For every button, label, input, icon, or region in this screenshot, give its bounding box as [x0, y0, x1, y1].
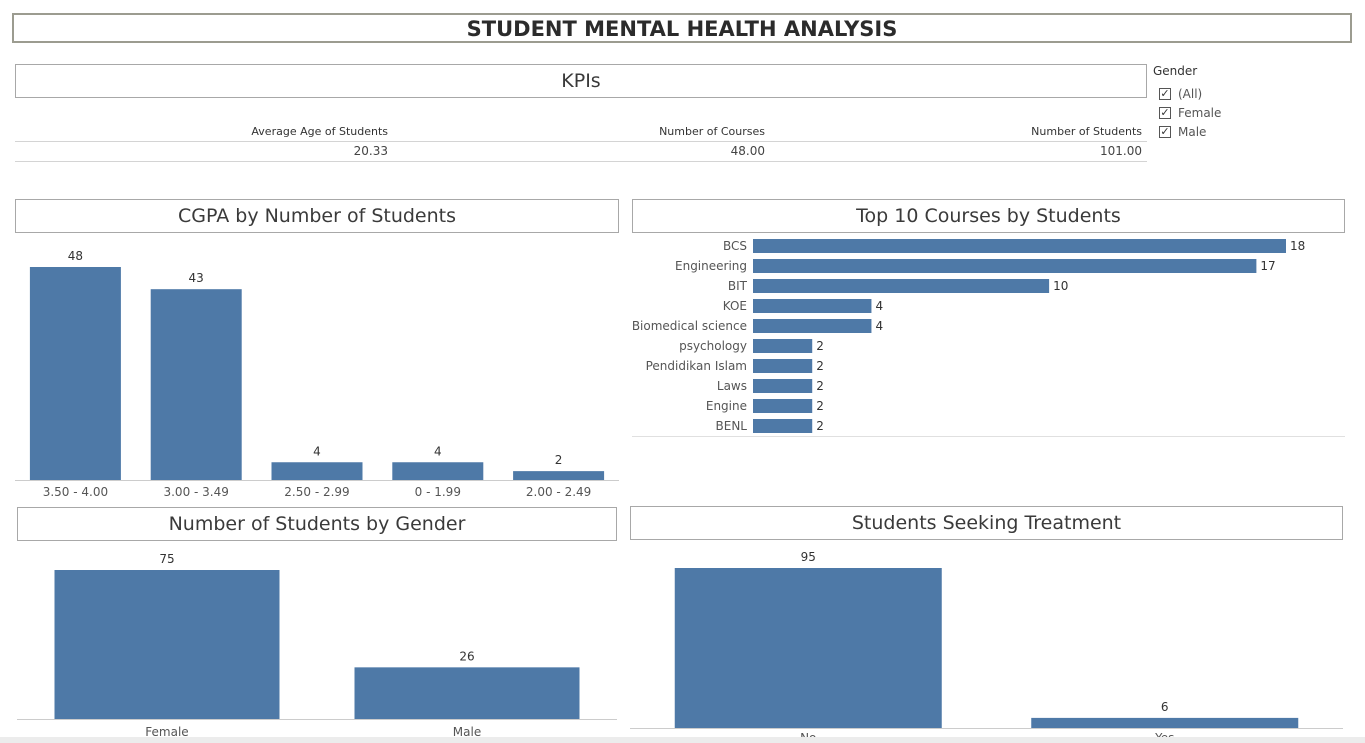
kpi-value-students: 101.00 — [1100, 144, 1142, 158]
category-tick-label: 3.50 - 4.00 — [43, 485, 108, 499]
kpi-label-courses: Number of Courses — [659, 125, 765, 138]
filter-option-label: Male — [1178, 124, 1207, 139]
gender-chart: 75 Female 26 Male — [17, 552, 617, 739]
check-icon[interactable]: ✓ — [1159, 86, 1171, 100]
category-tick-label: 2.50 - 2.99 — [284, 485, 349, 499]
data-label: 18 — [1290, 239, 1305, 253]
category-tick-label: BCS — [723, 239, 747, 253]
bar — [753, 299, 872, 313]
category-tick-label: BIT — [728, 279, 748, 293]
bar — [753, 399, 813, 413]
category-tick-label: KOE — [723, 299, 747, 313]
bar — [150, 289, 242, 480]
filter-option-label: (All) — [1178, 86, 1203, 101]
bar — [753, 359, 813, 373]
bar — [753, 279, 1050, 293]
data-label: 17 — [1260, 259, 1275, 273]
filter-option-male[interactable]: ✓ Male — [1159, 122, 1263, 141]
filter-option-all[interactable]: ✓ (All) — [1159, 84, 1263, 103]
data-label: 2 — [816, 419, 824, 433]
category-tick-label: Pendidikan Islam — [646, 359, 747, 373]
dashboard-title: STUDENT MENTAL HEALTH ANALYSIS — [12, 13, 1352, 43]
kpi-value-avg-age: 20.33 — [353, 144, 388, 158]
bar — [674, 568, 942, 728]
category-tick-label: 2.00 - 2.49 — [526, 485, 591, 499]
bar — [753, 319, 872, 333]
courses-chart: BCS 18 Engineering 17 BIT 10 KOE 4 Biomedical sc… — [632, 239, 1345, 437]
courses-chart-title: Top 10 Courses by Students — [632, 199, 1345, 233]
bar — [513, 471, 605, 480]
bar — [753, 259, 1257, 273]
kpi-label-avg-age: Average Age of Students — [251, 125, 388, 138]
data-label: 75 — [159, 552, 174, 566]
gender-filter-title: Gender — [1153, 64, 1198, 78]
cgpa-chart-title: CGPA by Number of Students — [15, 199, 619, 233]
category-tick-label: psychology — [679, 339, 747, 353]
bar — [271, 462, 363, 480]
category-tick-label: 0 - 1.99 — [415, 485, 461, 499]
data-label: 2 — [816, 399, 824, 413]
category-tick-label: Laws — [717, 379, 747, 393]
bar — [1031, 717, 1299, 728]
bottom-scroll-strip — [0, 737, 1365, 743]
category-tick-label: Male — [453, 725, 481, 739]
kpi-value-courses: 48.00 — [730, 144, 765, 158]
bar — [753, 379, 813, 393]
data-label: 4 — [313, 444, 321, 458]
cgpa-chart: 48 3.50 - 4.00 43 3.00 - 3.49 4 2.50 - 2.99 4 0… — [15, 249, 619, 499]
category-tick-label: Biomedical science — [632, 319, 747, 333]
category-tick-label: Female — [145, 725, 188, 739]
kpi-divider-bottom — [15, 161, 1147, 162]
treatment-chart: 95No6Yes — [630, 550, 1343, 743]
bar — [392, 462, 484, 480]
filter-option-female[interactable]: ✓ Female — [1159, 103, 1263, 122]
data-label: 48 — [68, 249, 83, 263]
data-label: 95 — [801, 550, 816, 564]
bar — [753, 419, 813, 433]
bar — [753, 239, 1286, 253]
category-tick-label: BENL — [716, 419, 748, 433]
gender-filter: Gender ✓ (All) ✓ Female ✓ Male — [1153, 64, 1263, 141]
category-tick-label: Engine — [706, 399, 747, 413]
data-label: 6 — [1161, 700, 1169, 714]
kpi-label-students: Number of Students — [1031, 125, 1142, 138]
bar — [354, 667, 580, 719]
data-label: 2 — [816, 379, 824, 393]
data-label: 26 — [459, 649, 474, 663]
filter-option-label: Female — [1178, 105, 1222, 120]
bar — [54, 570, 280, 719]
check-icon[interactable]: ✓ — [1159, 105, 1171, 119]
kpi-panel-title: KPIs — [15, 64, 1147, 98]
data-label: 43 — [189, 271, 204, 285]
category-tick-label: 3.00 - 3.49 — [163, 485, 228, 499]
data-label: 2 — [555, 453, 563, 467]
bar — [753, 339, 813, 353]
bar — [29, 267, 121, 480]
data-label: 4 — [434, 444, 442, 458]
treatment-chart-title: Students Seeking Treatment — [630, 506, 1343, 540]
kpi-divider — [15, 141, 1147, 142]
gender-chart-title: Number of Students by Gender — [17, 507, 617, 541]
check-icon[interactable]: ✓ — [1159, 124, 1171, 138]
data-label: 2 — [816, 359, 824, 373]
category-tick-label: Engineering — [675, 259, 747, 273]
data-label: 4 — [875, 319, 883, 333]
data-label: 4 — [875, 299, 883, 313]
data-label: 10 — [1053, 279, 1068, 293]
data-label: 2 — [816, 339, 824, 353]
